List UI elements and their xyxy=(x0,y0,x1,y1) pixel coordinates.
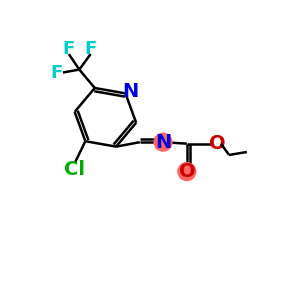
Text: F: F xyxy=(63,40,75,58)
Text: N: N xyxy=(123,82,139,101)
Circle shape xyxy=(178,163,196,181)
Circle shape xyxy=(154,133,172,151)
Text: O: O xyxy=(209,134,226,153)
Text: F: F xyxy=(51,64,63,82)
Text: N: N xyxy=(155,133,171,152)
Text: O: O xyxy=(178,162,195,181)
Text: Cl: Cl xyxy=(64,160,86,179)
Text: F: F xyxy=(85,40,97,58)
